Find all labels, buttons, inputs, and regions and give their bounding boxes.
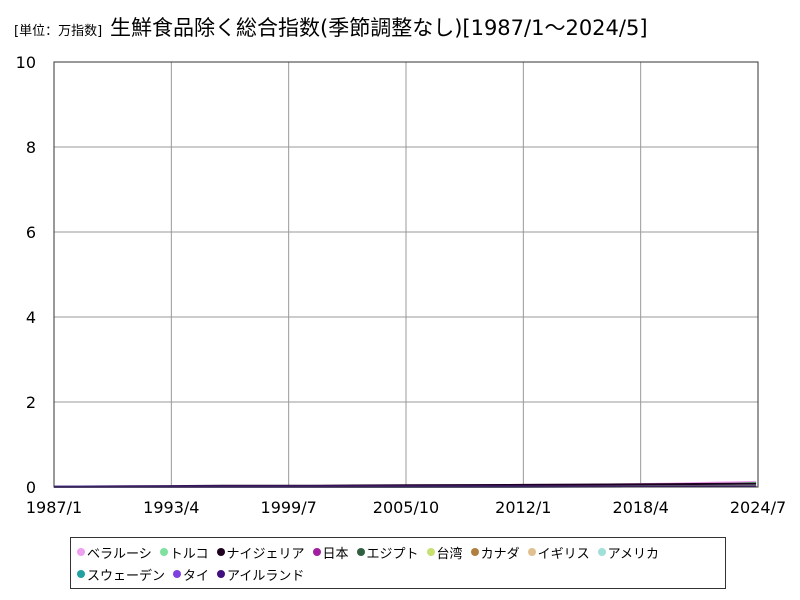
legend-item: スウェーデン	[77, 565, 165, 584]
x-tick-label: 1999/7	[261, 498, 317, 517]
legend-label: アイルランド	[227, 568, 305, 584]
plot-frame	[53, 61, 759, 488]
legend-marker	[597, 548, 606, 556]
legend-label: ナイジェリア	[226, 546, 305, 562]
legend-item: 日本	[312, 543, 349, 562]
x-tick-label: 1987/1	[26, 498, 82, 517]
legend-marker	[217, 570, 226, 578]
legend-label: アメリカ	[607, 546, 659, 562]
x-tick-label: 2018/4	[613, 498, 669, 517]
x-tick-label: 2012/1	[495, 498, 551, 517]
x-axis-ticks: 1987/1 1993/4 1999/7 2005/10 2012/1 2018/4 202…	[26, 498, 786, 517]
grid	[54, 62, 758, 487]
legend-label: 台湾	[436, 546, 463, 562]
y-tick-label: 0	[26, 478, 36, 497]
legend-marker	[77, 570, 85, 578]
legend-item: トルコ	[159, 543, 209, 562]
legend: ベラルーシ トルコ ナイジェリア 日本 エジプト 台湾 カナダ イギリス アメリカ スウェーデン…	[70, 537, 726, 589]
y-tick-label: 6	[26, 223, 36, 242]
legend-marker	[77, 548, 85, 556]
legend-item: カナダ	[470, 543, 520, 562]
legend-row: スウェーデン タイ アイルランド	[77, 563, 719, 585]
legend-marker	[356, 548, 365, 556]
y-tick-label: 10	[16, 53, 36, 72]
legend-item: アメリカ	[597, 543, 659, 562]
legend-label: タイ	[183, 568, 210, 584]
legend-marker	[312, 548, 321, 556]
legend-row: ベラルーシ トルコ ナイジェリア 日本 エジプト 台湾 カナダ イギリス アメリカ	[77, 541, 719, 563]
legend-item: タイ	[173, 565, 209, 584]
legend-item: イギリス	[527, 543, 590, 562]
legend-item: ナイジェリア	[216, 543, 305, 562]
legend-marker	[527, 548, 536, 556]
legend-marker	[173, 570, 182, 578]
legend-label: エジプト	[366, 546, 419, 562]
legend-label: カナダ	[480, 546, 520, 562]
y-tick-label: 4	[26, 308, 36, 327]
legend-item: 台湾	[426, 543, 463, 562]
legend-item: ベラルーシ	[77, 543, 152, 562]
series-lines	[53, 480, 757, 488]
x-tick-label: 1993/4	[143, 498, 199, 517]
legend-marker	[159, 548, 168, 556]
chart-title: 生鮮食品除く総合指数(季節調整なし)[1987/1～2024/5]	[110, 16, 648, 40]
legend-label: イギリス	[537, 546, 590, 562]
legend-item: アイルランド	[217, 565, 304, 584]
legend-marker	[470, 548, 479, 556]
unit-label: [単位：万指数]	[14, 24, 103, 39]
legend-label: スウェーデン	[87, 568, 166, 584]
y-tick-label: 2	[26, 393, 36, 412]
legend-item: エジプト	[356, 543, 419, 562]
legend-label: 日本	[322, 546, 349, 562]
y-tick-label: 8	[26, 138, 36, 157]
x-tick-label: 2024/7	[730, 498, 786, 517]
x-tick-label: 2005/10	[373, 498, 439, 517]
y-axis-ticks: 0 2 4 6 8 10	[16, 53, 36, 497]
legend-label: ベラルーシ	[87, 546, 152, 562]
legend-marker	[426, 548, 435, 556]
legend-label: トルコ	[169, 546, 209, 562]
legend-marker	[216, 548, 225, 556]
